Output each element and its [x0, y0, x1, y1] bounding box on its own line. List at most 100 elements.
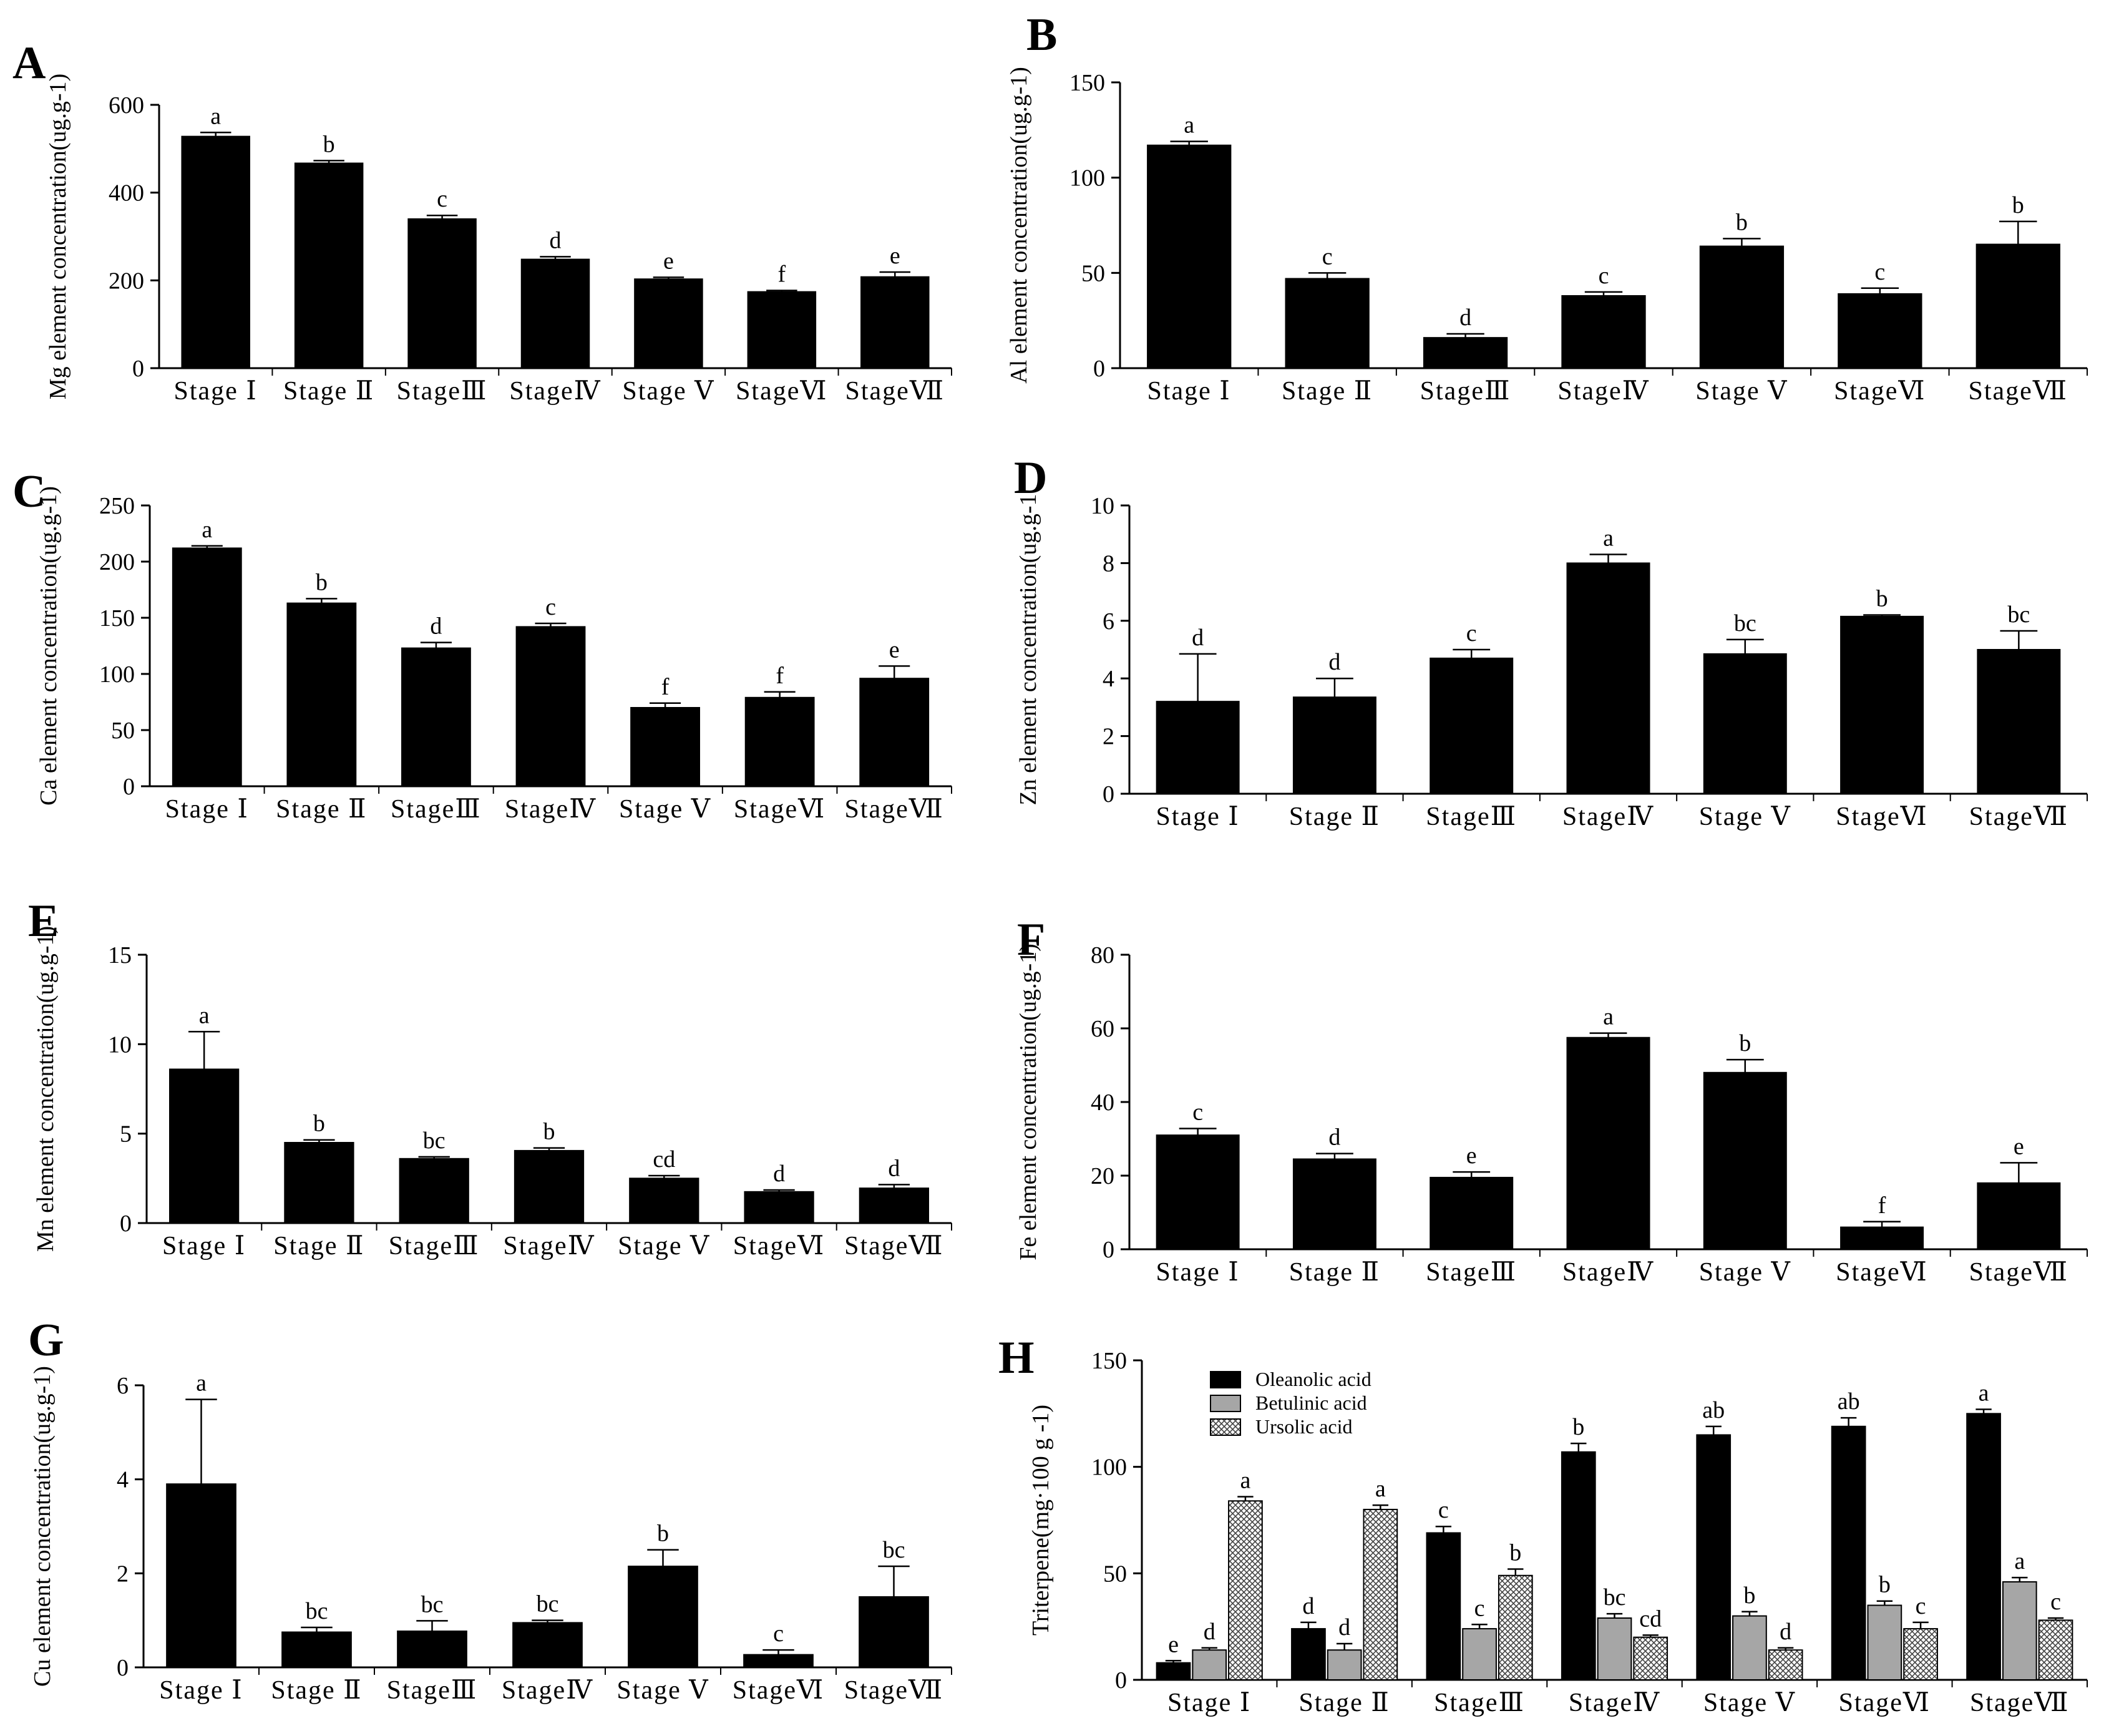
x-tick-label: StageⅢ	[397, 377, 488, 406]
y-tick-label: 80	[1091, 942, 1114, 968]
significance-letter: c	[1466, 620, 1477, 646]
bar	[1498, 1574, 1533, 1680]
x-tick-label: Stage Ⅱ	[283, 377, 374, 406]
x-tick-label: Stage Ⅴ	[1699, 802, 1791, 831]
x-tick-label: StageⅢ	[391, 795, 482, 824]
bar	[1285, 278, 1370, 369]
bar	[1156, 1134, 1240, 1250]
significance-letter: d	[1459, 305, 1471, 331]
bar	[1831, 1425, 1866, 1680]
y-axis-label: Mn element concentration(ug.g-1)	[32, 926, 59, 1252]
y-tick-label: 50	[1103, 1561, 1127, 1587]
bar	[1703, 1071, 1787, 1251]
chart-panel-h: H 0 50 100 150 Triterpene(mg·100 g -1) Stage Ⅰ…	[998, 1332, 2088, 1717]
chart-panel-c: C 0 50 100 150 200 250 Ca element concentration…	[12, 466, 952, 824]
bar	[294, 162, 364, 369]
bar	[1975, 243, 2060, 369]
significance-letter: b	[543, 1119, 555, 1145]
y-tick-label: 100	[99, 661, 135, 688]
bar	[397, 1630, 467, 1669]
bar	[1327, 1649, 1362, 1681]
y-tick-label: 50	[1081, 260, 1105, 286]
significance-letter: b	[1572, 1414, 1584, 1440]
x-tick-label: StageⅦ	[844, 795, 944, 824]
x-tick-label: StageⅣ	[503, 1232, 595, 1261]
y-axis-label: Fe element concentration(ug.g-1)	[1015, 944, 1041, 1261]
panel-letter: E	[28, 895, 59, 947]
bar	[1867, 1604, 1902, 1681]
bar	[1768, 1649, 1803, 1681]
significance-letter: a	[199, 1002, 210, 1028]
bar	[181, 135, 250, 369]
bar	[1903, 1628, 1938, 1681]
significance-letter: c	[1599, 263, 1609, 289]
y-tick-label: 100	[1091, 1455, 1127, 1481]
significance-letter: d	[1338, 1614, 1350, 1641]
y-tick-label: 60	[1091, 1016, 1114, 1042]
significance-letter: b	[1739, 1030, 1751, 1056]
significance-letter: c	[1874, 259, 1885, 285]
x-tick-label: Stage Ⅱ	[273, 1232, 364, 1261]
chart-panel-e: E 0 5 10 15 Mn element concentration(ug.g-1) S…	[28, 895, 952, 1261]
significance-letter: ab	[1702, 1397, 1725, 1423]
significance-letter: e	[890, 243, 900, 269]
x-tick-label: Stage Ⅱ	[1298, 1689, 1390, 1717]
significance-letter: a	[1979, 1380, 1989, 1407]
y-tick-label: 10	[108, 1031, 132, 1058]
y-axis-label: Mg element concentration(ug.g-1)	[45, 74, 71, 399]
bar	[1426, 1532, 1461, 1680]
y-tick-label: 150	[1069, 70, 1105, 96]
bar	[747, 291, 817, 369]
chart-panel-f: F 0 20 40 60 80 Fe element concentration(ug.g-…	[1015, 914, 2088, 1287]
significance-letter: e	[2014, 1133, 2024, 1159]
significance-letter: a	[196, 1370, 207, 1397]
y-tick-label: 200	[99, 549, 135, 575]
significance-letter: b	[1876, 586, 1888, 612]
bar	[1561, 1451, 1596, 1681]
bar	[286, 602, 357, 787]
x-tick-label: Stage Ⅴ	[1699, 1258, 1791, 1287]
legend-label: Oleanolic acid	[1255, 1368, 1371, 1390]
bar	[2038, 1619, 2073, 1681]
bar	[1696, 1434, 1732, 1680]
bar	[1977, 649, 2061, 794]
bar	[1228, 1500, 1263, 1681]
x-tick-label: StageⅦ	[1969, 377, 2068, 406]
bar	[407, 218, 477, 369]
bar	[634, 278, 703, 369]
significance-letter: c	[545, 594, 556, 620]
bar	[1977, 1182, 2061, 1251]
legend-swatch	[1210, 1395, 1241, 1412]
significance-letter: d	[1302, 1593, 1314, 1619]
significance-letter: e	[663, 248, 674, 274]
x-tick-label: StageⅥ	[1836, 1258, 1928, 1287]
significance-letter: c	[1322, 243, 1333, 270]
y-axis-label: Zn element concentration(ug.g-1	[1015, 494, 1041, 805]
y-tick-label: 0	[1115, 1667, 1127, 1694]
panel-letter: C	[12, 466, 46, 517]
y-tick-label: 250	[99, 493, 135, 519]
bar	[1156, 701, 1240, 795]
significance-letter: ab	[1838, 1388, 1860, 1415]
x-tick-label: StageⅢ	[1426, 1258, 1517, 1287]
significance-letter: e	[889, 636, 900, 663]
significance-letter: a	[1375, 1476, 1386, 1502]
bar	[1566, 1036, 1650, 1250]
bar	[512, 1622, 583, 1669]
significance-letter: f	[778, 261, 786, 288]
significance-letter: b	[323, 131, 335, 157]
bar	[169, 1068, 240, 1224]
significance-letter: c	[437, 186, 447, 212]
x-tick-label: Stage Ⅱ	[271, 1676, 362, 1705]
bar	[1840, 615, 1924, 794]
bar	[859, 678, 930, 787]
bar	[1430, 657, 1514, 794]
bar	[1430, 1176, 1514, 1250]
x-tick-label: StageⅣ	[1569, 1689, 1660, 1717]
y-tick-label: 10	[1091, 493, 1114, 519]
y-tick-label: 0	[132, 356, 144, 382]
x-tick-label: Stage Ⅰ	[162, 1232, 246, 1261]
y-tick-label: 40	[1091, 1090, 1114, 1116]
significance-letter: c	[773, 1621, 784, 1647]
